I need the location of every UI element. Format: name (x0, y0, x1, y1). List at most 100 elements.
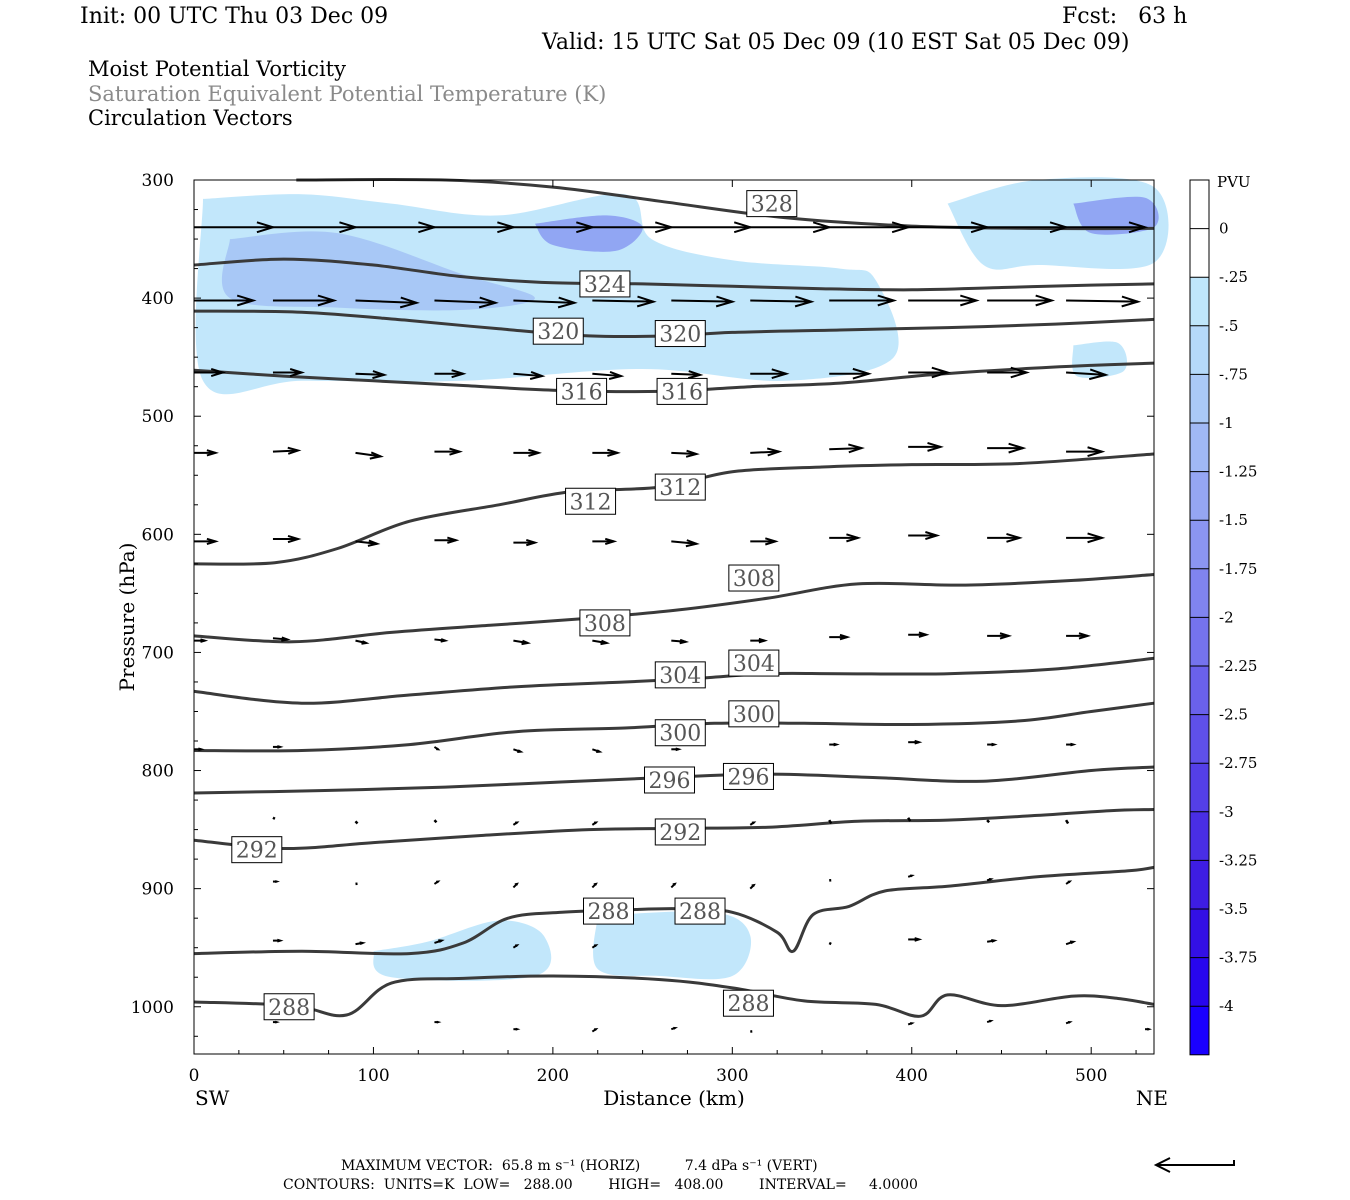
contour-label-4-0: 312 (570, 490, 612, 515)
vector-stub-7-7 (828, 819, 833, 825)
contour-label-box-11-1 (722, 989, 774, 1017)
reference-vector-head (1153, 1157, 1171, 1173)
vector-4-11 (1066, 532, 1106, 544)
colorbar-cell-3 (1190, 325, 1209, 375)
colorbar-label-13: -3.25 (1219, 851, 1257, 869)
vector-head-4-1 (287, 535, 302, 544)
vector-10-7 (986, 1019, 994, 1024)
y-tick-label-7: 1000 (131, 998, 174, 1018)
vector-7-0 (272, 816, 276, 820)
vector-5-11 (1066, 632, 1092, 640)
vector-head-10-0 (274, 1020, 280, 1024)
vector-head-5-6 (679, 638, 690, 645)
contour-label-2-0: 320 (537, 320, 579, 345)
colorbar-cell-8 (1190, 568, 1209, 618)
vector-7-2 (433, 819, 438, 824)
contour-label-box-10-0 (583, 897, 635, 925)
vector-stub-7-0 (272, 816, 276, 820)
contour-label-6-0: 304 (659, 664, 701, 689)
contour-label-box-7-1 (728, 700, 780, 728)
vector-2-1 (272, 368, 306, 377)
vector-1-5 (592, 295, 657, 308)
vector-9-7 (986, 939, 998, 943)
contour-label-box-0-0 (746, 190, 798, 218)
vector-head-10-9 (1146, 1027, 1153, 1031)
vector-5-10 (987, 632, 1013, 640)
vector-3-3 (434, 447, 463, 456)
vector-shaft-4-6 (671, 540, 697, 545)
vector-head-1-11 (1121, 295, 1142, 308)
vector-0-9 (908, 221, 991, 234)
contour-label-11-1: 288 (727, 992, 769, 1017)
contour-label-9-1: 292 (236, 839, 278, 864)
vector-head-10-4 (673, 1026, 679, 1030)
vector-7-6 (749, 821, 757, 826)
vector-stub-7-8 (907, 817, 912, 822)
vector-stub-7-10 (1065, 819, 1070, 825)
reference-vector (1153, 1157, 1235, 1173)
vector-head-1-7 (794, 295, 815, 308)
vector-shaft-3-1 (272, 449, 299, 453)
vector-7-7 (828, 819, 833, 825)
colorbar-label-10: -2.5 (1219, 706, 1248, 724)
vector-head-2-3 (451, 369, 467, 379)
contour-label-5-1: 308 (733, 567, 775, 592)
vector-4-10 (987, 532, 1023, 543)
vector-10-4 (670, 1026, 679, 1031)
x-axis-label: Distance (km) (603, 1086, 745, 1110)
y-tick-label-2: 500 (142, 407, 174, 427)
vector-7-3 (512, 821, 520, 826)
vector-5-0 (194, 638, 209, 643)
pv-region-2 (1072, 341, 1128, 379)
vector-3-8 (829, 443, 865, 454)
vector-0-11 (1066, 221, 1149, 234)
vector-head-5-0 (200, 638, 209, 643)
contour-label-box-8-0 (644, 766, 696, 794)
vector-8-10 (1065, 880, 1073, 885)
vector-head-4-9 (925, 531, 941, 540)
vector-head-0-0 (256, 221, 277, 234)
contour-label-box-8-1 (722, 762, 774, 790)
vector-10-8 (1065, 1020, 1073, 1025)
contour-label-box-5-0 (579, 609, 631, 637)
vector-shaft-1-7 (750, 299, 812, 303)
contour-312-4 (193, 452, 1155, 566)
vector-0-4 (513, 221, 596, 234)
contour-288-11 (193, 974, 1155, 1018)
vector-2-7 (750, 368, 790, 380)
vector-head-9-1 (359, 941, 367, 946)
vector-head-5-11 (1078, 632, 1092, 640)
vector-head-4-5 (604, 537, 618, 546)
vector-1-4 (513, 296, 578, 309)
vector-4-0 (194, 537, 219, 546)
vector-1-2 (355, 296, 420, 309)
vector-6-1 (272, 745, 284, 749)
contour-label-box-3-1 (656, 377, 708, 405)
vector-head-3-8 (848, 443, 865, 454)
vector-9-2 (434, 939, 445, 944)
vector-head-8-5 (672, 882, 677, 886)
colorbar-cell-4 (1190, 374, 1209, 423)
x-tick-label-3: 300 (716, 1066, 748, 1086)
vector-3-1 (272, 446, 302, 455)
contour-label-box-10-1 (674, 897, 726, 925)
vector-head-4-2 (367, 539, 381, 547)
vector-head-8-9 (988, 878, 994, 881)
vector-head-0-8 (891, 221, 912, 234)
vector-7-8 (907, 817, 912, 822)
vector-shaft-2-4 (513, 372, 543, 378)
vector-5-5 (592, 639, 611, 646)
vector-head-3-9 (927, 442, 944, 452)
vector-head-4-4 (526, 538, 539, 547)
vector-9-0 (272, 938, 284, 943)
vector-head-10-2 (515, 1027, 521, 1031)
vector-head-5-5 (600, 639, 611, 646)
vector-stub-7-9 (986, 819, 991, 824)
vector-3-6 (671, 449, 700, 458)
vector-head-6-3 (517, 749, 524, 753)
contour-label-10-1: 288 (679, 900, 721, 925)
vector-head-10-6 (909, 1022, 915, 1025)
vector-2-0 (194, 368, 227, 377)
colorbar-cell-13 (1190, 811, 1209, 861)
